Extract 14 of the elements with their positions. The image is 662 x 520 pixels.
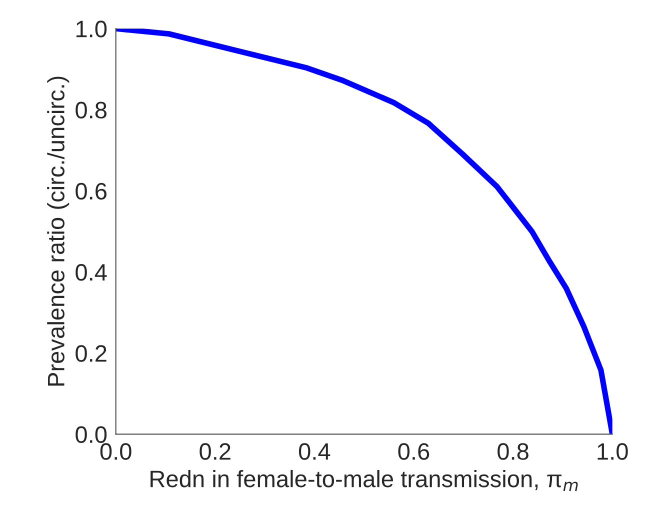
y-tick-label: 0.2 bbox=[76, 345, 106, 362]
x-tick-label: 0.4 bbox=[298, 443, 330, 460]
x-tick-label: 0.0 bbox=[100, 443, 132, 460]
y-tick-label: 0.4 bbox=[76, 264, 107, 281]
y-tick-label: 0.6 bbox=[76, 182, 106, 200]
x-tick-label: 0.2 bbox=[200, 443, 230, 460]
y-tick-label: 0.8 bbox=[76, 102, 106, 119]
x-axis-title: Redn in female-to-male transmission, π$_{m}$ bbox=[150, 470, 578, 491]
y-axis-title: Prevalence ratio (circ./uncirc.) bbox=[47, 76, 70, 386]
x-tick-label: 0.8 bbox=[498, 443, 528, 460]
x-tick-label: 1.0 bbox=[598, 443, 628, 460]
y-tick-label: 1.0 bbox=[76, 20, 107, 38]
y-tick-label: 0.0 bbox=[76, 426, 107, 443]
x-tick-label: 0.6 bbox=[398, 443, 430, 460]
